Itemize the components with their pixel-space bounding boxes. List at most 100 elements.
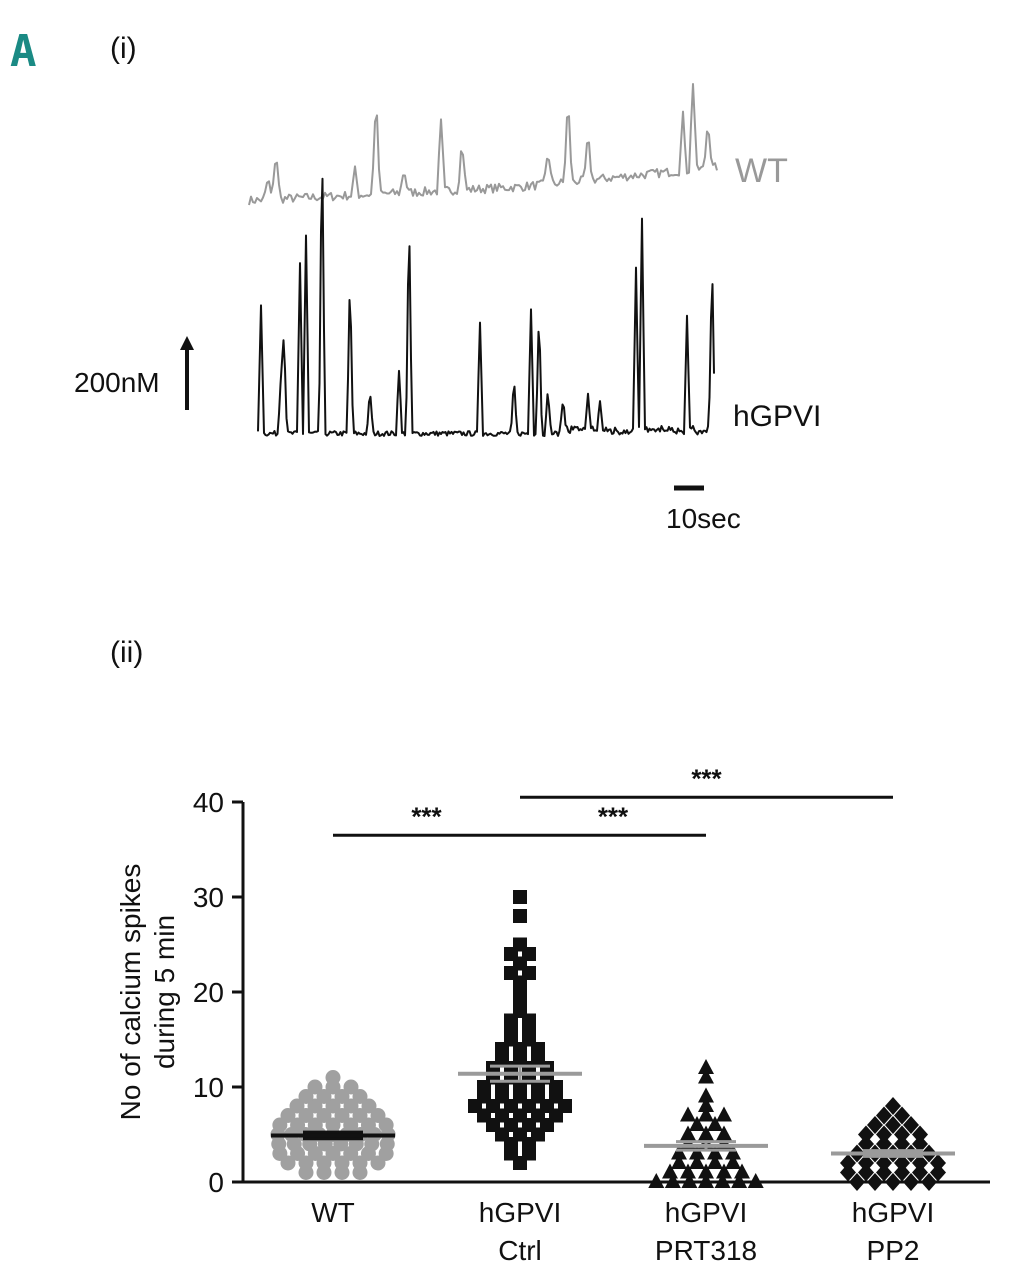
- x-tick-label: PRT318: [655, 1235, 757, 1266]
- data-point: [680, 1106, 696, 1122]
- data-point: [930, 1163, 946, 1182]
- calcium-traces: WT hGPVI: [248, 83, 821, 437]
- data-point: [716, 1163, 732, 1179]
- data-point: [680, 1125, 696, 1141]
- y-scale-bar-label: 200nM: [74, 367, 160, 398]
- data-point: [307, 1117, 323, 1133]
- data-point: [316, 1089, 332, 1104]
- data-point: [698, 1106, 714, 1122]
- data-point: [343, 1117, 359, 1133]
- data-point: [876, 1125, 892, 1144]
- data-point: [664, 1173, 681, 1188]
- data-point: [903, 1173, 919, 1191]
- data-point: [858, 1135, 874, 1153]
- mean-sem-bars: [271, 1064, 955, 1158]
- data-point: [307, 1079, 323, 1095]
- data-point: [352, 1089, 368, 1104]
- data-point: [307, 1098, 323, 1114]
- data-point: [894, 1154, 910, 1172]
- data-point: [513, 909, 527, 923]
- data-point: [858, 1163, 874, 1182]
- data-point: [894, 1106, 910, 1125]
- data-point: [921, 1173, 937, 1191]
- x-scale-bar: 10sec: [666, 485, 741, 534]
- data-point: [662, 1163, 678, 1179]
- data-point: [876, 1163, 892, 1182]
- scatter-plot: 0 10 20 30 40 WT hGPVI Ctrl hGPVI PRT318 hGPVI PP2…: [115, 763, 990, 1266]
- data-point: [867, 1173, 883, 1191]
- data-point: [370, 1108, 386, 1123]
- data-point: [725, 1144, 741, 1160]
- y-tick-label: 20: [193, 977, 224, 1008]
- data-point: [903, 1116, 919, 1134]
- hgpvi-trace: [257, 177, 715, 437]
- data-point: [689, 1116, 705, 1131]
- data-point: [876, 1154, 892, 1172]
- data-point: [671, 1144, 687, 1160]
- data-point: [840, 1163, 856, 1182]
- data-point: [707, 1144, 723, 1160]
- data-points: [270, 890, 946, 1191]
- y-tick-label: 40: [193, 787, 224, 818]
- data-point: [912, 1163, 928, 1182]
- y-scale-bar: 200nM: [74, 336, 194, 410]
- x-tick-label: Ctrl: [498, 1235, 542, 1266]
- wt-trace: [248, 83, 718, 206]
- data-point: [316, 1108, 332, 1123]
- significance-label: ***: [598, 801, 629, 831]
- data-point: [885, 1097, 901, 1115]
- data-point: [334, 1155, 350, 1171]
- data-point: [858, 1154, 874, 1172]
- data-point: [343, 1098, 359, 1114]
- data-point: [334, 1108, 350, 1123]
- y-scale-bar-arrowhead-icon: [180, 336, 194, 350]
- subpanel-label-ii: (ii): [110, 636, 143, 669]
- y-tick-label: 30: [193, 882, 224, 913]
- data-point: [648, 1173, 665, 1188]
- data-point: [680, 1163, 696, 1179]
- data-point: [876, 1106, 892, 1125]
- data-point: [894, 1135, 910, 1153]
- data-point: [513, 890, 527, 904]
- data-point: [698, 1163, 714, 1179]
- y-tick-label: 10: [193, 1072, 224, 1103]
- hgpvi-trace-label: hGPVI: [733, 400, 821, 433]
- data-point: [734, 1163, 750, 1179]
- data-point: [513, 937, 527, 952]
- data-point: [716, 1106, 732, 1122]
- data-point: [671, 1154, 687, 1169]
- data-point: [747, 1173, 764, 1188]
- data-point: [885, 1173, 901, 1191]
- data-point: [334, 1089, 350, 1104]
- data-point: [731, 1173, 748, 1188]
- data-point: [849, 1173, 865, 1191]
- data-point: [912, 1154, 928, 1172]
- x-tick-label: WT: [311, 1197, 355, 1228]
- data-point: [876, 1135, 892, 1153]
- data-point: [289, 1098, 305, 1114]
- y-axis-label: No of calcium spikes during 5 min: [115, 864, 180, 1121]
- data-point: [714, 1173, 731, 1188]
- significance-label: ***: [411, 801, 442, 831]
- data-point: [325, 1117, 341, 1133]
- data-point: [298, 1108, 314, 1123]
- data-point: [689, 1144, 705, 1160]
- x-tick-label: hGPVI: [665, 1197, 747, 1228]
- data-point: [689, 1154, 705, 1169]
- x-tick-label: PP2: [867, 1235, 920, 1266]
- data-point: [912, 1125, 928, 1144]
- data-point: [840, 1154, 856, 1172]
- data-point: [930, 1154, 946, 1172]
- data-point: [725, 1154, 741, 1169]
- data-point: [894, 1125, 910, 1144]
- data-point: [707, 1154, 723, 1169]
- data-point: [867, 1116, 883, 1134]
- y-axis-label-line: No of calcium spikes: [115, 864, 146, 1121]
- data-point: [858, 1125, 874, 1144]
- x-axis-labels: WT hGPVI Ctrl hGPVI PRT318 hGPVI PP2: [311, 1197, 934, 1266]
- data-point: [361, 1098, 377, 1114]
- data-point: [716, 1125, 732, 1141]
- data-point: [352, 1108, 368, 1123]
- data-point: [325, 1098, 341, 1114]
